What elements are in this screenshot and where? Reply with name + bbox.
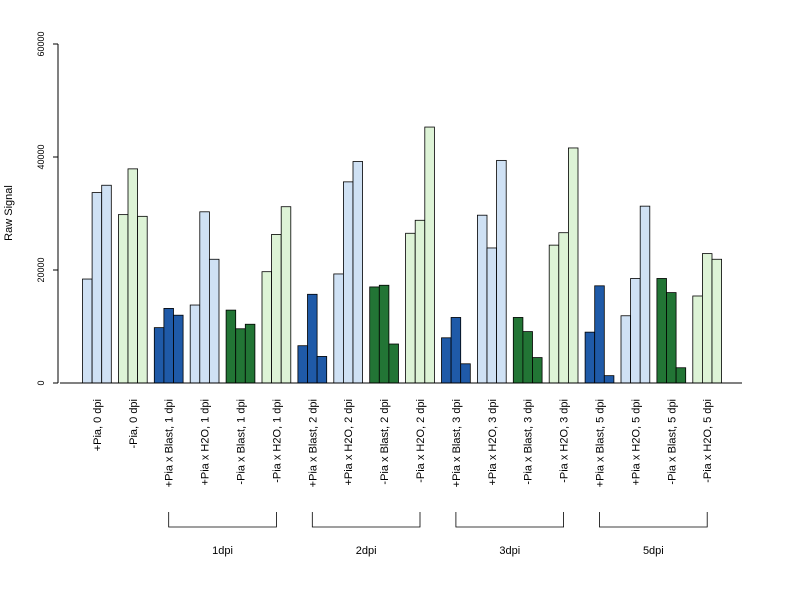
- bar: [512, 317, 524, 384]
- bar: [460, 363, 471, 384]
- bar: [522, 331, 533, 384]
- bar: [352, 161, 364, 384]
- category-label: +Pia x Blast, 3 dpi: [451, 399, 463, 487]
- category-label: +Pia x Blast, 1 dpi: [164, 399, 176, 487]
- bar: [101, 184, 112, 384]
- bar: [369, 286, 380, 384]
- group-bracket: [455, 512, 564, 528]
- bar: [594, 285, 605, 384]
- group-label: 2dpi: [356, 545, 377, 557]
- bar: [450, 317, 462, 384]
- bar: [297, 345, 308, 384]
- bar: [548, 244, 560, 384]
- bar: [656, 278, 667, 384]
- category-label: +Pia, 0 dpi: [92, 399, 104, 451]
- group-bracket: [311, 512, 421, 528]
- group-label: 1dpi: [212, 545, 233, 557]
- bar: [414, 219, 426, 384]
- category-label: -Pia x H2O, 2 dpi: [415, 399, 427, 483]
- category-label: -Pia x Blast, 5 dpi: [666, 399, 678, 485]
- group-bracket: [599, 512, 708, 528]
- bar: [378, 284, 390, 384]
- bar: [91, 192, 103, 384]
- bar: [163, 308, 174, 384]
- bars: [82, 126, 723, 384]
- bar: [342, 181, 354, 384]
- bar: [271, 234, 282, 384]
- bar: [620, 315, 632, 384]
- bar: [244, 323, 256, 384]
- bar: [603, 375, 615, 384]
- category-label: +Pia x H2O, 2 dpi: [343, 399, 355, 486]
- bar: [333, 273, 344, 384]
- bar: [316, 356, 328, 384]
- bar: [82, 278, 93, 384]
- bar: [189, 304, 201, 384]
- bar: [558, 232, 569, 384]
- group-label: 5dpi: [643, 545, 664, 557]
- bar: [137, 215, 148, 384]
- bar: [675, 367, 687, 384]
- y-axis: 0 20000 40000 60000: [36, 31, 59, 386]
- bar: [496, 159, 507, 384]
- bar: [532, 357, 543, 384]
- bar: [702, 253, 713, 384]
- category-label: -Pia x H2O, 5 dpi: [702, 399, 714, 483]
- bar: [208, 258, 220, 384]
- bar: [666, 292, 677, 384]
- bar: [173, 314, 184, 384]
- y-axis-title: Raw Signal: [3, 185, 15, 241]
- bar: [568, 147, 579, 384]
- y-tick-label: 60000: [36, 31, 46, 56]
- bar: [405, 232, 416, 384]
- category-labels: +Pia, 0 dpi -Pia, 0 dpi +Pia x Blast, 1 dp…: [92, 399, 714, 487]
- group-brackets: 1dpi 2dpi 3dpi 5dpi: [168, 512, 708, 557]
- category-label: +Pia x H2O, 5 dpi: [630, 399, 642, 486]
- y-tick-label: 40000: [36, 144, 46, 169]
- bar: [199, 211, 210, 384]
- category-label: -Pia x Blast, 2 dpi: [379, 399, 391, 485]
- bar: [235, 328, 246, 384]
- bar: [388, 343, 399, 384]
- bar: [127, 168, 139, 384]
- bar: [441, 337, 452, 384]
- bar: [639, 205, 651, 384]
- bar: [476, 214, 488, 384]
- category-label: -Pia, 0 dpi: [128, 399, 140, 449]
- bar: [424, 126, 435, 384]
- category-label: -Pia x H2O, 3 dpi: [559, 399, 571, 483]
- bar: [153, 327, 165, 384]
- bar: [584, 331, 596, 384]
- category-label: +Pia x Blast, 2 dpi: [307, 399, 319, 487]
- category-label: +Pia x H2O, 3 dpi: [487, 399, 499, 486]
- bar: [630, 278, 641, 384]
- category-label: -Pia x Blast, 1 dpi: [236, 399, 248, 485]
- category-label: -Pia x Blast, 3 dpi: [523, 399, 535, 485]
- bar: [280, 206, 292, 384]
- category-label: +Pia x H2O, 1 dpi: [200, 399, 212, 486]
- bar: [261, 271, 273, 384]
- y-tick-label: 0: [36, 380, 46, 385]
- group-label: 3dpi: [499, 545, 520, 557]
- bar: [118, 214, 129, 384]
- bar: [711, 258, 723, 384]
- bar: [225, 309, 237, 384]
- bar: [692, 295, 703, 384]
- y-tick-label: 20000: [36, 257, 46, 282]
- bar: [307, 293, 318, 384]
- group-bracket: [168, 512, 277, 528]
- bar: [486, 247, 498, 384]
- category-label: -Pia x H2O, 1 dpi: [271, 399, 283, 483]
- category-label: +Pia x Blast, 5 dpi: [595, 399, 607, 487]
